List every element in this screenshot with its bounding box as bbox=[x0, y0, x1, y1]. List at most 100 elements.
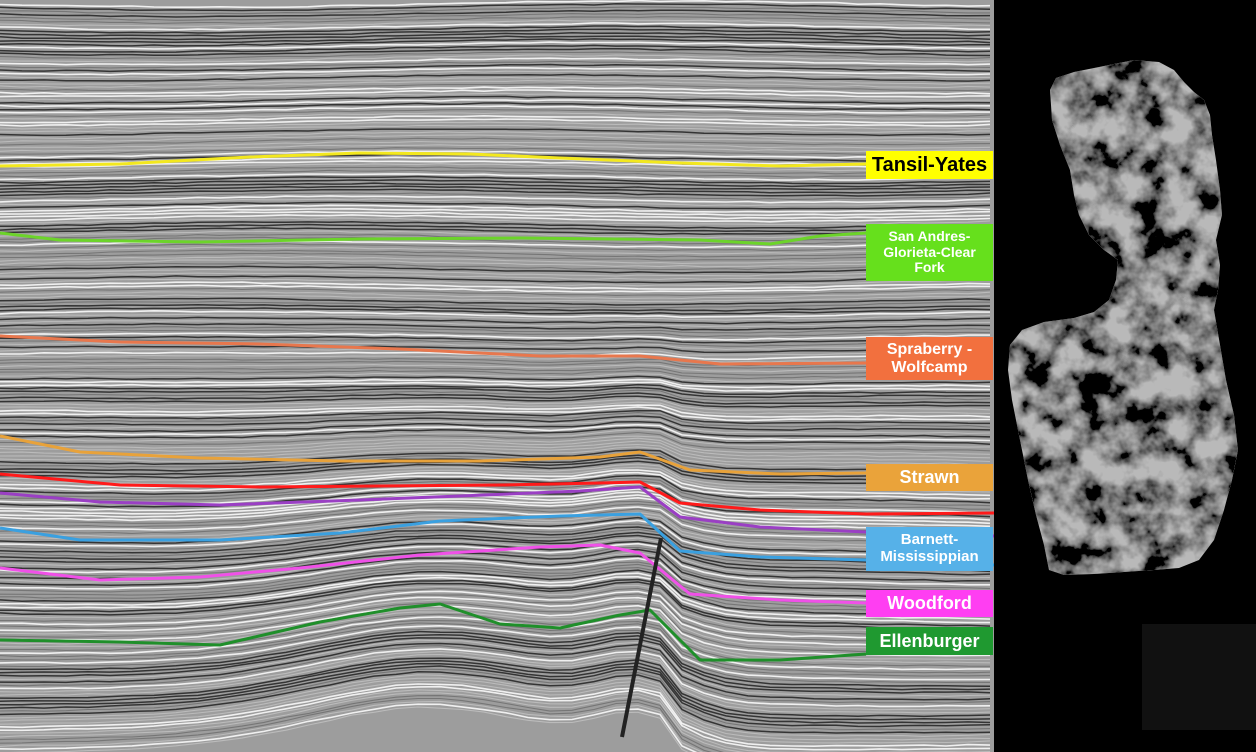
seismic-reflector bbox=[0, 294, 991, 303]
seismic-reflector bbox=[0, 348, 990, 356]
label-tansil-yates: Tansil-Yates bbox=[866, 151, 993, 179]
seismic-reflector bbox=[0, 637, 991, 694]
seismic-reflector bbox=[0, 6, 990, 15]
seismic-reflector bbox=[0, 446, 991, 469]
survey-outline bbox=[1008, 60, 1238, 575]
seismic-reflector bbox=[0, 131, 991, 140]
horizon-line bbox=[0, 602, 867, 662]
seismic-reflector bbox=[0, 685, 991, 751]
seismic-reflector bbox=[0, 659, 991, 721]
seismic-reflector bbox=[0, 406, 991, 422]
label-barnett-mississippian: Barnett-Mississippian bbox=[866, 527, 993, 571]
seismic-reflector bbox=[0, 114, 991, 124]
seismic-reflector bbox=[0, 668, 991, 731]
seismic-reflector bbox=[0, 546, 991, 590]
seismic-reflector bbox=[0, 38, 990, 47]
seismic-reflector bbox=[0, 57, 991, 66]
seismic-reflector bbox=[0, 262, 991, 271]
seismic-reflector bbox=[0, 70, 991, 79]
seismic-reflector bbox=[0, 604, 991, 657]
seismic-reflector bbox=[0, 309, 990, 319]
seismic-reflector bbox=[0, 173, 991, 181]
dark-inset-box bbox=[1142, 624, 1256, 730]
seismic-reflector bbox=[0, 596, 990, 647]
seismic-reflector bbox=[0, 98, 991, 108]
seismic-reflector bbox=[0, 19, 991, 27]
seismic-reflector bbox=[0, 555, 991, 600]
fault-line bbox=[620, 537, 663, 738]
seismic-reflector bbox=[0, 198, 991, 207]
seismic-reflector bbox=[0, 619, 991, 674]
horizon-line bbox=[0, 231, 867, 246]
seismic-reflector bbox=[0, 83, 991, 92]
seismic-reflector bbox=[0, 22, 991, 31]
seismic-reflector bbox=[0, 256, 991, 264]
seismic-reflectors bbox=[0, 0, 991, 752]
seismic-reflector bbox=[0, 291, 991, 300]
seismic-reflector bbox=[0, 86, 991, 95]
seismic-reflector bbox=[0, 519, 991, 559]
seismic-reflector bbox=[0, 369, 991, 380]
seismic-reflector bbox=[0, 265, 991, 274]
label-ellenburger: Ellenburger bbox=[866, 627, 993, 655]
seismic-reflector bbox=[0, 423, 991, 442]
seismic-reflector bbox=[0, 252, 991, 261]
seismic-reflector bbox=[0, 412, 991, 428]
seismic-reflector bbox=[0, 316, 991, 325]
seismic-reflector bbox=[0, 496, 991, 531]
seismic-reflector bbox=[0, 683, 991, 748]
seismic-reflector bbox=[0, 689, 991, 752]
seismic-reflector bbox=[0, 182, 991, 191]
seismic-reflector bbox=[0, 160, 991, 169]
seismic-reflector bbox=[0, 201, 991, 210]
seismic-reflector bbox=[0, 272, 991, 280]
seismic-reflector bbox=[0, 31, 991, 41]
seismic-reflector bbox=[0, 134, 991, 143]
seismic-reflector bbox=[0, 313, 991, 321]
seismic-reflector bbox=[0, 95, 991, 105]
seismic-reflector bbox=[0, 300, 990, 309]
seismic-reflector bbox=[0, 105, 990, 114]
seismic-reflector bbox=[0, 653, 991, 714]
seismic-reflector bbox=[0, 593, 991, 643]
seismic-reflector bbox=[0, 528, 991, 569]
seismic-reflector bbox=[0, 622, 991, 677]
seismic-reflector bbox=[0, 3, 991, 12]
seismic-reflector bbox=[0, 144, 991, 153]
horizon-line bbox=[0, 543, 867, 605]
seismic-reflector bbox=[0, 112, 991, 120]
seismic-reflector bbox=[0, 210, 991, 220]
seismic-reflector bbox=[0, 599, 991, 650]
seismic-reflector bbox=[0, 0, 991, 9]
seismic-reflector bbox=[0, 12, 991, 21]
seismic-reflector bbox=[0, 221, 991, 229]
seismic-reflector bbox=[0, 109, 991, 117]
seismic-reflector bbox=[0, 665, 991, 728]
seismic-reflector bbox=[0, 44, 991, 53]
seismic-reflector bbox=[0, 378, 991, 389]
seismic-reflector bbox=[0, 426, 991, 446]
seismic-reflector bbox=[0, 345, 991, 354]
label-strawn: Strawn bbox=[866, 464, 993, 491]
seismic-reflector bbox=[0, 534, 991, 576]
seismic-reflector bbox=[0, 587, 991, 637]
seismic-reflector bbox=[0, 418, 991, 434]
seismic-reflector bbox=[0, 389, 991, 402]
seismic-reflector bbox=[0, 651, 991, 711]
seismic-reflector bbox=[0, 516, 991, 555]
seismic-reflector bbox=[0, 204, 991, 213]
seismic-reflector bbox=[0, 217, 991, 226]
seismic-reflector bbox=[0, 383, 991, 396]
seismic-reflector bbox=[0, 278, 991, 287]
seismic-reflector bbox=[0, 360, 991, 369]
seismic-reflector bbox=[0, 320, 991, 327]
seismic-reflector bbox=[0, 456, 991, 483]
seismic-reflector bbox=[0, 364, 991, 373]
seismic-reflector bbox=[0, 463, 991, 490]
seismic-reflector bbox=[0, 54, 991, 63]
seismic-reflector bbox=[0, 692, 745, 752]
seismic-reflector bbox=[0, 415, 991, 431]
seismic-reflector bbox=[0, 569, 991, 617]
seismic-reflector bbox=[0, 207, 991, 217]
seismic-reflector bbox=[0, 249, 991, 258]
